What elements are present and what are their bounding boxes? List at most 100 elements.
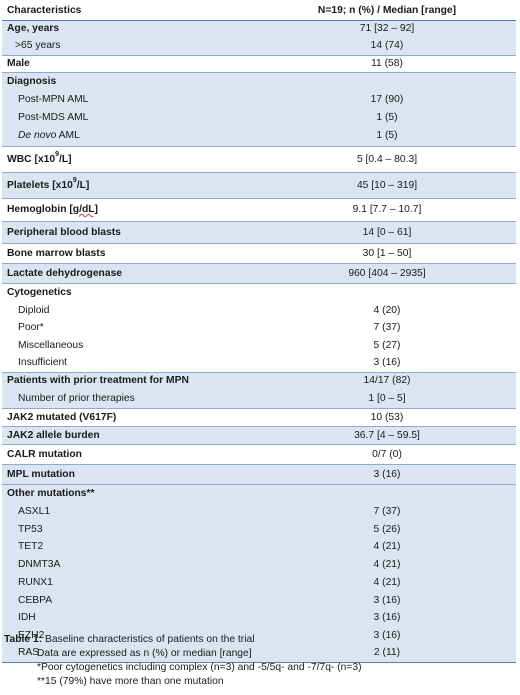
row-label: Bone marrow blasts bbox=[2, 242, 258, 263]
table-row: De novo AML 1 (5) bbox=[2, 126, 516, 146]
table-row: Insufficient 3 (16) bbox=[2, 354, 516, 372]
header-characteristics: Characteristics bbox=[2, 2, 258, 21]
table-row: CEBPA 3 (16) bbox=[2, 591, 516, 609]
row-value: 30 [1 – 50] bbox=[258, 242, 516, 263]
row-label: WBC [x109/L] bbox=[2, 145, 258, 172]
table-row: IDH 3 (16) bbox=[2, 609, 516, 626]
row-label: Number of prior therapies bbox=[2, 389, 258, 408]
table-row: WBC [x109/L] 5 [0.4 – 80.3] bbox=[2, 145, 516, 172]
row-value: 36.7 [4 – 59.5] bbox=[258, 425, 516, 444]
table-row: RUNX1 4 (21) bbox=[2, 573, 516, 591]
caption-label: Table 1: bbox=[4, 634, 43, 645]
row-label: IDH bbox=[2, 609, 258, 626]
table-row: Platelets [x109/L] 45 [10 – 319] bbox=[2, 171, 516, 198]
table-row: Hemoglobin [g/dL] 9.1 [7.7 – 10.7] bbox=[2, 197, 516, 221]
table-row: Miscellaneous 5 (27) bbox=[2, 336, 516, 354]
row-value: 7 (37) bbox=[258, 503, 516, 520]
row-value: 5 [0.4 – 80.3] bbox=[258, 145, 516, 172]
table-caption: Table 1: Baseline characteristics of pat… bbox=[4, 633, 516, 689]
table-row: >65 years 14 (74) bbox=[2, 37, 516, 55]
table-row: Diploid 4 (20) bbox=[2, 302, 516, 319]
table-row: Post-MDS AML 1 (5) bbox=[2, 108, 516, 126]
row-value: 5 (27) bbox=[373, 339, 401, 351]
row-value: 14 [0 – 61] bbox=[258, 220, 516, 243]
row-label: Peripheral blood blasts bbox=[2, 220, 258, 243]
row-value: 1 (5) bbox=[258, 126, 516, 146]
row-label: JAK2 mutated (V617F) bbox=[2, 407, 258, 426]
table-row: Number of prior therapies 1 [0 – 5] bbox=[2, 389, 516, 408]
row-value bbox=[258, 483, 516, 503]
caption-note-format: Data are expressed as n (%) or median [r… bbox=[37, 648, 252, 659]
row-value: 3 (16) bbox=[258, 626, 516, 644]
row-label: TET2 bbox=[2, 538, 258, 555]
baseline-characteristics-table: Characteristics N=19; n (%) / Median [ra… bbox=[2, 2, 516, 663]
row-value: 2 (11) bbox=[258, 644, 516, 663]
row-value: 71 [32 – 92] bbox=[258, 19, 516, 37]
table-row: CALR mutation 0/7 (0) bbox=[2, 443, 516, 464]
row-label: RAS bbox=[2, 644, 258, 663]
row-value: 14 (74) bbox=[258, 37, 516, 55]
table-row: Peripheral blood blasts 14 [0 – 61] bbox=[2, 220, 516, 243]
row-label: Platelets [x109/L] bbox=[2, 171, 258, 198]
table-row: MPL mutation 3 (16) bbox=[2, 463, 516, 484]
table-row: Post-MPN AML 17 (90) bbox=[2, 91, 516, 108]
row-value: 14/17 (82) bbox=[258, 371, 516, 389]
row-label: TP53 bbox=[2, 520, 258, 538]
row-value: 17 (90) bbox=[258, 91, 516, 108]
row-value: 3 (16) bbox=[373, 357, 401, 369]
row-label: Other mutations** bbox=[2, 483, 258, 503]
table-row: RAS 2 (11) bbox=[2, 644, 516, 663]
row-value: 45 [10 – 319] bbox=[258, 171, 516, 198]
row-label: Lactate dehydrogenase bbox=[2, 262, 258, 283]
row-value: 0/7 (0) bbox=[258, 443, 516, 464]
row-label: MPL mutation bbox=[2, 463, 258, 484]
table-row: DNMT3A 4 (21) bbox=[2, 555, 516, 573]
table-row: Bone marrow blasts 30 [1 – 50] bbox=[2, 242, 516, 263]
table-row: ASXL1 7 (37) bbox=[2, 503, 516, 520]
row-value: 960 [404 – 2935] bbox=[258, 262, 516, 283]
row-value: 5 (26) bbox=[258, 520, 516, 538]
row-label: ASXL1 bbox=[2, 503, 258, 520]
row-label: Miscellaneous bbox=[18, 339, 84, 351]
table-row: Cytogenetics bbox=[2, 282, 516, 302]
row-value: 1 (5) bbox=[258, 108, 516, 126]
row-label: Male bbox=[2, 54, 258, 72]
table-row: JAK2 allele burden 36.7 [4 – 59.5] bbox=[2, 425, 516, 444]
caption-title: Baseline characteristics of patients on … bbox=[42, 634, 255, 645]
row-label: Hemoglobin [g/dL] bbox=[2, 197, 258, 221]
row-label: Post-MDS AML bbox=[2, 108, 258, 126]
row-value: 3 (16) bbox=[258, 463, 516, 484]
table-row: Poor* 7 (37) bbox=[2, 319, 516, 336]
table-row: JAK2 mutated (V617F) 10 (53) bbox=[2, 407, 516, 426]
row-label: De novo AML bbox=[2, 126, 258, 146]
table-row: Age, years 71 [32 – 92] bbox=[2, 19, 516, 37]
row-value: 4 (20) bbox=[373, 305, 401, 316]
row-value: 3 (16) bbox=[258, 591, 516, 609]
row-label: EZH2 bbox=[2, 626, 258, 644]
row-value: 7 (37) bbox=[373, 322, 401, 333]
row-label: Patients with prior treatment for MPN bbox=[2, 371, 258, 389]
row-label: CEBPA bbox=[2, 591, 258, 609]
row-value: 3 (16) bbox=[258, 609, 516, 626]
row-label: Diagnosis bbox=[2, 71, 258, 91]
table-row: Patients with prior treatment for MPN 14/… bbox=[2, 371, 516, 389]
row-value bbox=[258, 71, 516, 91]
row-label: >65 years bbox=[2, 37, 258, 55]
row-label: Age, years bbox=[2, 19, 258, 37]
table-row: TET2 4 (21) bbox=[2, 538, 516, 555]
row-value: 11 (58) bbox=[258, 54, 516, 72]
row-label: DNMT3A bbox=[2, 555, 258, 573]
row-value bbox=[258, 282, 516, 302]
row-label: Insufficient bbox=[18, 357, 68, 369]
table-header-row: Characteristics N=19; n (%) / Median [ra… bbox=[2, 2, 516, 21]
row-value: 1 [0 – 5] bbox=[258, 389, 516, 408]
caption-note-mutations: **15 (79%) have more than one mutation bbox=[37, 676, 224, 687]
row-value: 4 (21) bbox=[258, 573, 516, 591]
table-row: Other mutations** bbox=[2, 483, 516, 503]
row-label: CALR mutation bbox=[2, 443, 258, 464]
row-value: 4 (21) bbox=[258, 555, 516, 573]
row-label: JAK2 allele burden bbox=[2, 425, 258, 444]
header-value: N=19; n (%) / Median [range] bbox=[258, 2, 516, 21]
row-label: RUNX1 bbox=[2, 573, 258, 591]
table-row: Male 11 (58) bbox=[2, 54, 516, 72]
